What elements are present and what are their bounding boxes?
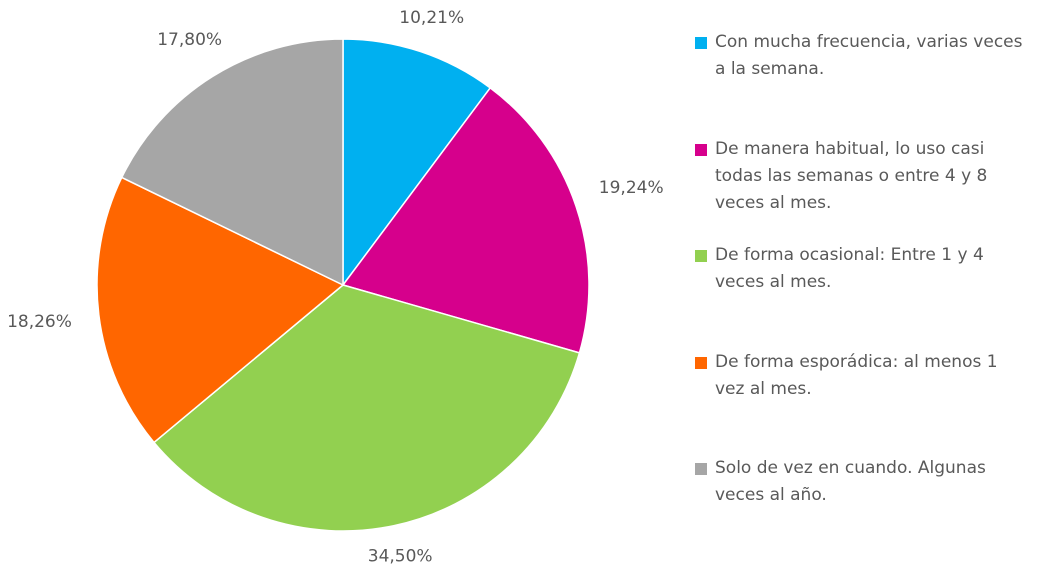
legend-swatch: [695, 143, 707, 156]
legend-label: Solo de vez en cuando. Algunas veces al …: [715, 458, 986, 505]
legend-item: De manera habitual, lo uso casi todas la…: [695, 136, 1025, 217]
data-label: 18,26%: [7, 312, 72, 332]
data-label: 10,21%: [399, 8, 464, 28]
legend-swatch: [695, 356, 707, 369]
pie-slice: [342, 38, 492, 288]
pie-slice: [120, 38, 344, 287]
legend-swatch: [695, 37, 707, 49]
legend-label: De forma ocasional: Entre 1 y 4 veces al…: [715, 245, 984, 292]
pie-area: 10,21% 19,24% 34,50% 18,26% 17,80%: [7, 8, 664, 566]
legend-label: De forma esporádica: al menos 1 vez al m…: [715, 351, 998, 399]
pie-slice: [96, 176, 345, 444]
pie-slice: [152, 284, 581, 532]
data-label: 19,24%: [599, 178, 664, 198]
legend-swatch: [695, 463, 707, 475]
legend-item: Con mucha frecuencia, varias veces a la …: [695, 29, 1025, 83]
legend-label: Con mucha frecuencia, varias veces a la …: [715, 32, 1023, 79]
data-label: 34,50%: [368, 546, 433, 566]
legend-item: De forma esporádica: al menos 1 vez al m…: [695, 349, 1025, 403]
legend-item: Solo de vez en cuando. Algunas veces al …: [695, 455, 1025, 509]
pie-slice: [341, 86, 590, 354]
legend-item: De forma ocasional: Entre 1 y 4 veces al…: [695, 242, 1025, 296]
legend-label: De manera habitual, lo uso casi todas la…: [715, 138, 988, 213]
data-label: 17,80%: [157, 30, 222, 50]
legend-swatch: [695, 250, 707, 262]
